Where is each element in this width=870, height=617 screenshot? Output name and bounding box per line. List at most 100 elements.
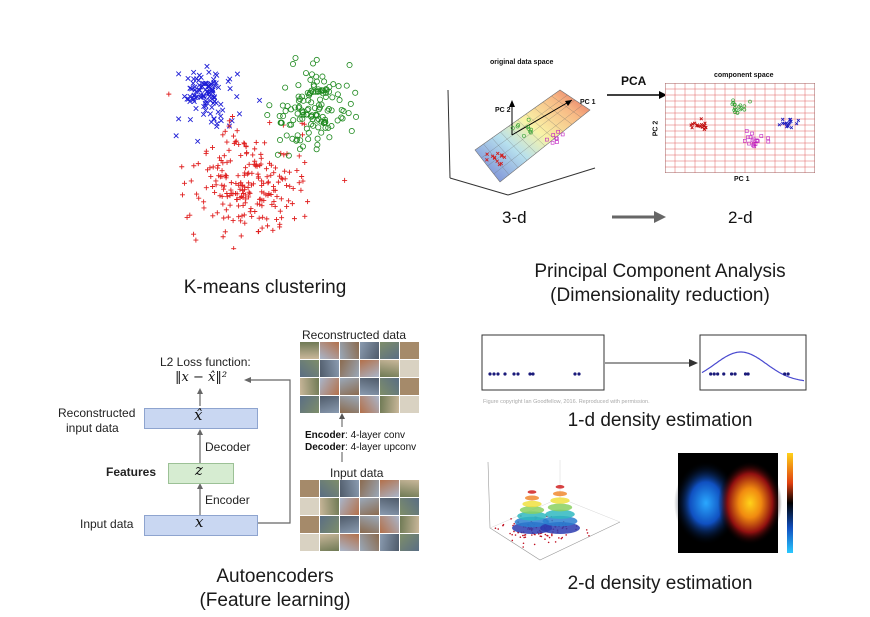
kmeans-red-point bbox=[205, 167, 211, 173]
kmeans-green-point bbox=[292, 55, 299, 62]
kmeans-green-point bbox=[347, 100, 354, 107]
pca2d-point bbox=[702, 124, 706, 128]
density2d-sample bbox=[548, 536, 551, 539]
pca2d-point bbox=[732, 108, 737, 112]
kmeans-red-point bbox=[243, 143, 249, 149]
kmeans-red-point bbox=[217, 155, 223, 161]
kmeans-red-point bbox=[248, 206, 254, 212]
density2d-sample bbox=[540, 535, 543, 538]
kmeans-red-point bbox=[184, 214, 190, 220]
kmeans-green-point bbox=[323, 86, 330, 93]
kmeans-green-point bbox=[306, 92, 313, 99]
density2d-sample bbox=[551, 534, 553, 537]
kmeans-green-point bbox=[325, 106, 332, 113]
ae-thumbnail bbox=[300, 480, 319, 497]
kmeans-red-point bbox=[244, 171, 250, 177]
kmeans-green-point bbox=[345, 110, 352, 117]
kmeans-red-point bbox=[210, 184, 216, 190]
kmeans-green-point bbox=[303, 70, 310, 77]
kmeans-blue-point bbox=[218, 113, 224, 119]
kmeans-red-point bbox=[298, 187, 304, 193]
pca3d-point bbox=[528, 129, 533, 134]
kmeans-red-point bbox=[219, 182, 225, 188]
ae-thumbnail bbox=[300, 360, 319, 377]
kmeans-red-point bbox=[265, 223, 271, 229]
kmeans-red-point bbox=[296, 153, 302, 159]
kmeans-blue-point bbox=[236, 111, 243, 117]
kmeans-red-point bbox=[191, 163, 197, 169]
kmeans-red-point bbox=[233, 180, 239, 186]
pca2d-point bbox=[733, 110, 737, 115]
kmeans-blue-point bbox=[234, 71, 241, 77]
kmeans-blue-point bbox=[193, 105, 199, 112]
density1d-point bbox=[786, 372, 790, 376]
density2d-sample bbox=[561, 536, 564, 539]
ae-thumbnail bbox=[300, 396, 319, 413]
kmeans-red-point bbox=[255, 229, 261, 235]
ae-thumbnail bbox=[340, 396, 359, 413]
pca2d-point bbox=[744, 129, 749, 133]
kmeans-green-point bbox=[330, 81, 337, 88]
kmeans-green-point bbox=[289, 61, 296, 68]
ae-thumbnail bbox=[320, 342, 339, 359]
ae-thumbnail bbox=[400, 360, 419, 377]
ae-decoder-label: Decoder bbox=[205, 440, 251, 454]
pca3d-point bbox=[499, 154, 504, 158]
kmeans-green-point bbox=[336, 97, 343, 104]
density2d-sample bbox=[523, 536, 525, 539]
density2d-surface-band bbox=[525, 495, 539, 501]
density2d-surface-band bbox=[550, 497, 570, 504]
kmeans-green-point bbox=[278, 119, 285, 126]
kmeans-scatter-plot bbox=[166, 55, 360, 250]
kmeans-green-point bbox=[313, 111, 320, 118]
ae-caption-line2: (Feature learning) bbox=[199, 590, 351, 611]
kmeans-green-point bbox=[299, 143, 306, 150]
density1d-point bbox=[503, 372, 507, 376]
kmeans-red-point bbox=[256, 215, 262, 221]
pca-component-space: component space PC 1 PC 2 bbox=[650, 70, 820, 190]
kmeans-red-point bbox=[215, 163, 221, 169]
density2d-sample bbox=[494, 527, 497, 530]
kmeans-red-point bbox=[286, 198, 292, 204]
kmeans-green-point bbox=[277, 137, 284, 144]
ae-loss-label: L2 Loss function: bbox=[160, 355, 251, 369]
kmeans-green-point bbox=[339, 115, 346, 122]
pca3d-point bbox=[500, 153, 504, 157]
pca3d-point bbox=[510, 126, 515, 131]
kmeans-red-point bbox=[203, 185, 209, 191]
kmeans-red-point bbox=[246, 161, 252, 167]
ae-thumbnail bbox=[360, 498, 379, 515]
kmeans-red-point bbox=[299, 173, 305, 179]
density2d-sample bbox=[522, 534, 524, 537]
ae-caption-line1: Autoencoders bbox=[216, 566, 334, 587]
kmeans-red-point bbox=[302, 159, 308, 165]
kmeans-blue-point bbox=[200, 111, 207, 118]
ae-thumbnail bbox=[300, 342, 319, 359]
pca3d-point bbox=[551, 133, 556, 137]
pca2d-point bbox=[732, 106, 737, 111]
pca2d-point bbox=[742, 104, 747, 108]
density2d-sample bbox=[546, 535, 549, 537]
kmeans-red-point bbox=[261, 180, 267, 186]
pca-pc1-label: PC 1 bbox=[580, 99, 596, 106]
pca3d-point bbox=[495, 151, 500, 156]
pca-3d-plot bbox=[447, 89, 596, 196]
kmeans-red-point bbox=[217, 193, 223, 199]
kmeans-blue-point bbox=[225, 78, 231, 84]
kmeans-red-point bbox=[224, 159, 230, 165]
kmeans-green-point bbox=[313, 146, 320, 153]
ae-thumbnail bbox=[380, 534, 399, 551]
kmeans-red-point bbox=[259, 225, 265, 231]
density2d-sample bbox=[551, 533, 553, 536]
pca3d-point bbox=[529, 127, 533, 132]
kmeans-red-point bbox=[221, 186, 227, 192]
kmeans-red-point bbox=[194, 191, 200, 197]
density2d-sample bbox=[519, 536, 522, 538]
kmeans-blue-point bbox=[211, 95, 217, 101]
kmeans-red-point bbox=[226, 118, 232, 124]
ae-thumbnail bbox=[360, 480, 379, 497]
kmeans-green-point bbox=[313, 78, 320, 85]
kmeans-green-point bbox=[296, 116, 303, 123]
pca2d-point bbox=[693, 121, 697, 125]
pca3d-point bbox=[526, 117, 531, 122]
